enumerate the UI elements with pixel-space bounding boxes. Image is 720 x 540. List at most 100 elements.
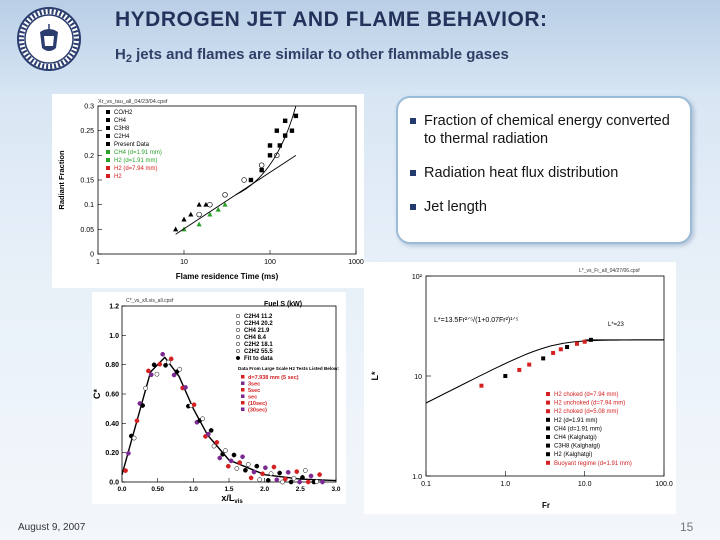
chart1-x-tick-label: 10 [180, 259, 188, 266]
chart2-data-point [245, 462, 251, 467]
chart2-legend-entry: C2H4 20.2 [244, 321, 273, 327]
chart2-data-point [131, 435, 137, 441]
chart2-y-tick-label: 0.40 [105, 421, 119, 428]
chart3-x-axis-label: Fr [542, 501, 550, 510]
chart3-fit-curve [425, 339, 664, 404]
chart3-legend-marker [546, 392, 550, 396]
chart2-data-point [251, 469, 257, 475]
chart3-data-point [541, 356, 546, 361]
chart1-plot-frame [97, 105, 357, 255]
radiant-fraction-figure: Xr_vs_tau_all_04/23/04.cpsf 0 0.05 0.1 0.15… [52, 94, 364, 288]
chart2-y-tick-label: 1.0 [109, 333, 119, 340]
chart2-x-tick-label: 1.0 [189, 486, 198, 493]
chart3-data-point [479, 383, 484, 388]
chart2-data-point [260, 471, 265, 477]
chart3-data-point [517, 367, 522, 372]
chart1-legend-entry: Present Data [114, 142, 150, 148]
chart2-legend-marker [235, 313, 241, 319]
chart2-test-entry: sec [248, 395, 257, 401]
chart1-y-tick-label: 0.1 [84, 202, 94, 209]
chart1-point-co-h2 [196, 201, 202, 207]
chart2-test-entry: (30sec) [248, 408, 267, 414]
chart3-legend-marker [546, 417, 550, 422]
chart2-x-tick-label: 2.5 [296, 486, 305, 493]
chart2-data-point [223, 448, 228, 453]
chart2-legend-entry: C2H4 11.2 [244, 314, 273, 320]
chart3-data-point [574, 341, 579, 346]
chart2-test-entry: (10sec) [248, 401, 267, 407]
chart2-y-tick-label: 1.2 [109, 304, 119, 311]
chart2-data-point [231, 452, 237, 458]
chart2-data-point [166, 359, 171, 365]
chart2-data-point [317, 472, 322, 477]
chart1-point-c3h8 [282, 133, 288, 138]
chart2-data-point [183, 385, 188, 390]
chart2-data-point [271, 464, 277, 470]
chart1-legend-marker [106, 118, 110, 122]
chart3-legend-entry: C3H8 (Kalghatgi) [554, 444, 600, 450]
chart3-legend-marker [546, 400, 550, 405]
chart2-data-point [160, 351, 166, 357]
bullet-panel: Fraction of chemical energy converted to… [396, 96, 692, 244]
chart2-data-point [237, 460, 243, 465]
chart1-legend-marker [106, 134, 110, 138]
chart2-test-entry: 3sec [248, 382, 260, 388]
chart2-data-point [208, 428, 214, 433]
chart1-legend-entry: H2 [114, 174, 122, 180]
chart1-point-ch4 [222, 192, 228, 198]
chart1-point-h2 [207, 211, 213, 217]
chart2-x-tick-label: 0.0 [117, 486, 126, 493]
chart2-data-point [217, 455, 223, 461]
chart2-legend-marker [235, 327, 241, 333]
chart2-test-marker [241, 394, 245, 398]
chart2-data-point [257, 477, 263, 483]
chart2-data-point [314, 479, 320, 484]
chart3-x-tick-label: 0.1 [421, 481, 431, 488]
chart3-legend-entry: Buoyant regime (d=1.91 mm) [554, 461, 632, 467]
chart2-test-marker [241, 381, 245, 385]
chart2-data-point [205, 431, 211, 437]
chart2-data-point [240, 454, 245, 460]
chart1-y-tick-label: 0.3 [84, 104, 94, 111]
chart1-legend-entry: C3H8 [114, 126, 130, 132]
chart1-trend-curve [235, 105, 297, 196]
chart1-point-ch4 [196, 211, 202, 218]
chart2-data-point [177, 366, 183, 372]
chart1-legend-marker [106, 166, 110, 170]
chart1-point-h2 [222, 201, 228, 207]
chart2-data-point [171, 372, 177, 378]
chart1-point-c3h8 [248, 177, 254, 183]
chart2-data-point [146, 368, 151, 374]
chart2-file-label: C*_vs_x/Lvis_all.cpsf [126, 298, 174, 304]
chart2-data-point [263, 465, 268, 471]
chart3-legend-marker [546, 435, 550, 439]
footer-date: August 9, 2007 [18, 522, 86, 533]
chart3-legend-marker [546, 460, 550, 465]
chart2-y-tick-label: 0.80 [105, 362, 119, 369]
chart2-data-point [320, 479, 325, 485]
page-subtitle: H2 jets and flames are similar to other … [115, 46, 509, 65]
chart2-test-entry: 5sec [248, 388, 260, 394]
chart2-y-tick-label: 0.60 [105, 392, 119, 399]
bullet-heat-flux: Radiation heat flux distribution [410, 164, 678, 182]
chart3-legend-entry: H2 choked (d=7.94 mm) [554, 392, 619, 398]
chart1-file-label: Xr_vs_tau_all_04/23/04.cpsf [98, 99, 168, 105]
chart1-point-c3h8 [277, 143, 282, 148]
chart2-data-point [280, 479, 285, 485]
chart2-data-point [211, 443, 217, 449]
chart2-data-point [308, 473, 314, 479]
department-seal-logo [17, 7, 81, 71]
chart3-equation: L*=13.5Fr²ᐟ⁵/(1+0.07Fr²)¹ᐟ⁵ [434, 317, 519, 324]
chart3-legend-entry: H2 unchoked (d=7.94 mm) [554, 401, 625, 407]
chart1-point-c3h8 [267, 153, 273, 158]
radiant-fraction-chart: Xr_vs_tau_all_04/23/04.cpsf 0 0.05 0.1 0.15… [57, 99, 364, 281]
chart1-x-tick-label: 1000 [348, 259, 364, 266]
chart2-data-point [168, 356, 174, 362]
chart1-point-c2h4 [282, 118, 288, 123]
chart2-data-point [143, 385, 148, 391]
chart1-y-tick-label: 0.25 [80, 128, 94, 135]
chart2-data-point [274, 477, 280, 483]
chart3-legend-entry: H2 (d=1.91 mm) [554, 418, 598, 424]
chart1-x-tick-label: 100 [264, 259, 276, 266]
chart2-legend-entry: C2H2 55.5 [244, 349, 273, 355]
